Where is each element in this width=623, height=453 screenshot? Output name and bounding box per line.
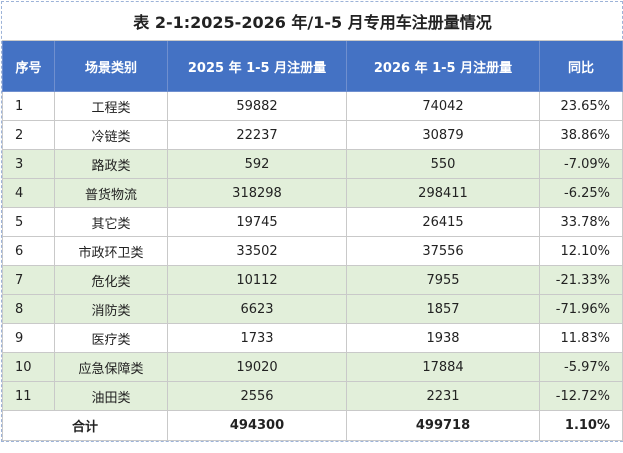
table-cell: 4 bbox=[2, 178, 55, 208]
table-cell: 2231 bbox=[346, 381, 540, 411]
table-cell: 38.86% bbox=[538, 120, 623, 150]
table-cell: 冷链类 bbox=[54, 120, 168, 150]
total-cell: 499718 bbox=[346, 410, 540, 441]
table-cell: 5 bbox=[2, 207, 55, 237]
table-cell: 9 bbox=[2, 323, 55, 353]
table-title: 表 2-1:2025-2026 年/1-5 月专用车注册量情况 bbox=[2, 2, 623, 41]
table-cell: 消防类 bbox=[54, 294, 168, 324]
table-cell: 23.65% bbox=[538, 91, 623, 121]
table-cell: 危化类 bbox=[54, 265, 168, 295]
column-header: 序号 bbox=[2, 40, 55, 92]
column-header: 2025 年 1-5 月注册量 bbox=[167, 40, 347, 92]
column-header: 2026 年 1-5 月注册量 bbox=[346, 40, 540, 92]
table-cell: 17884 bbox=[346, 352, 540, 382]
column-header: 场景类别 bbox=[54, 40, 168, 92]
table-cell: -5.97% bbox=[538, 352, 623, 382]
table-cell: 1 bbox=[2, 91, 55, 121]
table-row: 5 其它类 19745 26415 33.78% bbox=[2, 207, 623, 237]
table-row: 2 冷链类 22237 30879 38.86% bbox=[2, 120, 623, 150]
table-cell: 2 bbox=[2, 120, 55, 150]
table-cell: 1857 bbox=[346, 294, 540, 324]
table-cell: 6623 bbox=[167, 294, 347, 324]
table-cell: 10112 bbox=[167, 265, 347, 295]
table-cell: -71.96% bbox=[538, 294, 623, 324]
table-cell: 298411 bbox=[346, 178, 540, 208]
table-cell: 33.78% bbox=[538, 207, 623, 237]
total-cell: 合计 bbox=[2, 410, 168, 441]
table-row: 1 工程类 59882 74042 23.65% bbox=[2, 91, 623, 121]
table-cell: 74042 bbox=[346, 91, 540, 121]
total-cell: 494300 bbox=[167, 410, 347, 441]
table-row: 3 路政类 592 550 -7.09% bbox=[2, 149, 623, 179]
table-cell: 7955 bbox=[346, 265, 540, 295]
table-cell: 59882 bbox=[167, 91, 347, 121]
table-cell: 11 bbox=[2, 381, 55, 411]
table-cell: 其它类 bbox=[54, 207, 168, 237]
table-cell: 油田类 bbox=[54, 381, 168, 411]
table-row: 8 消防类 6623 1857 -71.96% bbox=[2, 294, 623, 324]
table-row: 10 应急保障类 19020 17884 -5.97% bbox=[2, 352, 623, 382]
table-cell: 10 bbox=[2, 352, 55, 382]
total-row: 合计 494300 499718 1.10% bbox=[2, 410, 623, 441]
table-cell: 550 bbox=[346, 149, 540, 179]
table-cell: -12.72% bbox=[538, 381, 623, 411]
table-cell: 12.10% bbox=[538, 236, 623, 266]
table-cell: 6 bbox=[2, 236, 55, 266]
table-row: 7 危化类 10112 7955 -21.33% bbox=[2, 265, 623, 295]
table-cell: -6.25% bbox=[538, 178, 623, 208]
header-row: 序号 场景类别 2025 年 1-5 月注册量 2026 年 1-5 月注册量 同比 bbox=[2, 40, 623, 92]
table-cell: 普货物流 bbox=[54, 178, 168, 208]
table-cell: 1938 bbox=[346, 323, 540, 353]
table-cell: 3 bbox=[2, 149, 55, 179]
table-cell: 30879 bbox=[346, 120, 540, 150]
table-cell: 37556 bbox=[346, 236, 540, 266]
table-cell: 33502 bbox=[167, 236, 347, 266]
table-row: 11 油田类 2556 2231 -12.72% bbox=[2, 381, 623, 411]
table-cell: 11.83% bbox=[538, 323, 623, 353]
table-cell: 路政类 bbox=[54, 149, 168, 179]
table-cell: -7.09% bbox=[538, 149, 623, 179]
table-cell: 318298 bbox=[167, 178, 347, 208]
table-cell: -21.33% bbox=[538, 265, 623, 295]
table-cell: 26415 bbox=[346, 207, 540, 237]
table-cell: 2556 bbox=[167, 381, 347, 411]
table-cell: 工程类 bbox=[54, 91, 168, 121]
table-cell: 592 bbox=[167, 149, 347, 179]
table-row: 9 医疗类 1733 1938 11.83% bbox=[2, 323, 623, 353]
total-cell: 1.10% bbox=[538, 410, 623, 441]
table-cell: 7 bbox=[2, 265, 55, 295]
table-cell: 8 bbox=[2, 294, 55, 324]
table-cell: 19020 bbox=[167, 352, 347, 382]
table-row: 6 市政环卫类 33502 37556 12.10% bbox=[2, 236, 623, 266]
table-cell: 应急保障类 bbox=[54, 352, 168, 382]
table-cell: 19745 bbox=[167, 207, 347, 237]
column-header: 同比 bbox=[538, 40, 623, 92]
table: 表 2-1:2025-2026 年/1-5 月专用车注册量情况 序号 场景类别 20… bbox=[2, 2, 623, 441]
table-cell: 市政环卫类 bbox=[54, 236, 168, 266]
table-row: 4 普货物流 318298 298411 -6.25% bbox=[2, 178, 623, 208]
table-cell: 医疗类 bbox=[54, 323, 168, 353]
table-cell: 22237 bbox=[167, 120, 347, 150]
table-frame: 表 2-1:2025-2026 年/1-5 月专用车注册量情况 序号 场景类别 20… bbox=[1, 1, 623, 442]
table-cell: 1733 bbox=[167, 323, 347, 353]
